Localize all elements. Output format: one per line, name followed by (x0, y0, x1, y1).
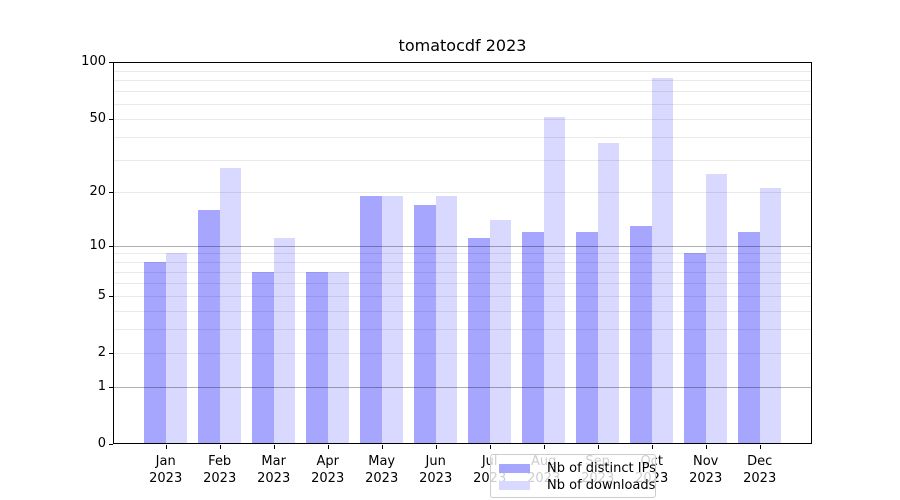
y-axis-tick-label: 10 (89, 237, 106, 253)
gridline-minor (113, 70, 812, 72)
x-axis-tick-mark (435, 445, 437, 449)
y-axis-tick-label: 0 (97, 436, 106, 451)
y-axis-tick-mark (109, 444, 113, 445)
legend-swatch-downloads (499, 481, 530, 490)
y-axis-tick-mark (109, 192, 113, 193)
bar-downloads (219, 168, 242, 444)
y-axis-tick-mark (109, 245, 113, 247)
gridline-major (113, 386, 812, 388)
x-axis-tick-mark (165, 445, 167, 449)
bar-downloads (651, 78, 674, 444)
gridline-minor (113, 192, 812, 193)
x-axis-tick-label: Nov 2023 (689, 454, 723, 486)
y-axis-tick-label: 50 (89, 110, 106, 126)
x-axis-tick-label: Apr 2023 (311, 454, 345, 486)
gridline-major (113, 245, 812, 247)
plot-area: Nb of distinct IPs Nb of downloads (113, 62, 812, 498)
x-axis-tick-mark (327, 445, 329, 449)
x-axis-tick-mark (489, 445, 491, 449)
gridline-minor (113, 262, 812, 264)
gridline-minor (113, 253, 812, 255)
bar-downloads (273, 238, 296, 444)
bar-downloads (381, 196, 404, 444)
y-axis-tick-mark (109, 353, 113, 355)
x-axis-tick-mark (543, 445, 545, 449)
bar-downloads (435, 196, 458, 444)
gridline-minor (113, 282, 812, 284)
bar-distinct-ips (522, 231, 544, 444)
legend: Nb of distinct IPs Nb of downloads (490, 454, 656, 498)
bar-distinct-ips (198, 209, 220, 444)
legend-item-downloads: Nb of downloads (499, 478, 655, 493)
bar-distinct-ips (630, 225, 652, 444)
y-axis-tick-label: 5 (97, 287, 106, 303)
bar-distinct-ips (684, 253, 706, 444)
x-axis-tick-mark (381, 445, 383, 449)
bar-downloads (327, 271, 350, 444)
y-axis-tick-label: 100 (81, 54, 106, 69)
x-axis-tick-mark (273, 445, 275, 449)
x-axis-tick-mark (651, 445, 653, 449)
x-axis-tick-label: Dec 2023 (743, 454, 777, 486)
bar-distinct-ips (252, 271, 274, 444)
y-axis-tick-mark (109, 62, 113, 63)
gridline-minor (113, 295, 812, 297)
bar-distinct-ips (414, 204, 436, 444)
gridline-minor (113, 136, 812, 138)
gridline-minor (113, 310, 812, 312)
x-axis-tick-label: Feb 2023 (203, 454, 237, 486)
bar-downloads (759, 188, 782, 444)
y-axis-tick-label: 1 (97, 378, 106, 394)
x-axis-tick-label: Jun 2023 (419, 454, 453, 486)
gridline-minor (113, 329, 812, 331)
y-axis-tick-mark (109, 386, 113, 388)
gridline-minor (113, 271, 812, 273)
legend-label: Nb of downloads (547, 478, 656, 493)
bar-downloads (165, 253, 188, 444)
bar-distinct-ips (360, 196, 382, 444)
bar-distinct-ips (468, 238, 490, 444)
legend-label: Nb of distinct IPs (547, 461, 656, 476)
x-axis-tick-mark (597, 445, 599, 449)
y-axis-tick-mark (109, 118, 113, 120)
gridline-minor (113, 91, 812, 93)
gridline-minor (113, 103, 812, 105)
gridline-minor (113, 353, 812, 355)
gridline-minor (113, 80, 812, 82)
chart-title: tomatocdf 2023 (398, 36, 527, 55)
legend-item-distinct-ips: Nb of distinct IPs (499, 461, 656, 476)
x-axis-tick-label: Jan 2023 (149, 454, 183, 486)
x-axis-tick-mark (219, 445, 221, 449)
bar-distinct-ips (306, 271, 328, 444)
x-axis-tick-mark (759, 445, 761, 449)
x-axis-tick-label: May 2023 (365, 454, 399, 486)
bar-distinct-ips (576, 231, 598, 444)
x-axis-tick-label: Mar 2023 (257, 454, 291, 486)
gridline-minor (113, 159, 812, 161)
bar-downloads (597, 142, 620, 444)
y-axis-tick-label: 20 (89, 184, 106, 199)
bar-downloads (543, 116, 566, 444)
y-axis-tick-mark (109, 295, 113, 297)
y-axis-tick-label: 2 (97, 345, 106, 361)
x-axis-tick-mark (705, 445, 707, 449)
gridline-minor (113, 118, 812, 120)
bar-downloads (705, 174, 728, 444)
bar-distinct-ips (144, 262, 166, 444)
legend-swatch-distinct-ips (499, 464, 530, 473)
bar-distinct-ips (738, 231, 760, 444)
bar-downloads (489, 219, 512, 444)
